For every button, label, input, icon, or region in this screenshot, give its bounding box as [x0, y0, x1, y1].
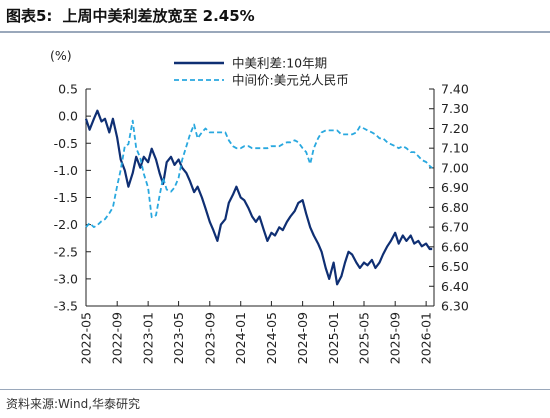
- top-rule: [0, 31, 550, 33]
- right-tick-label: 6.30: [441, 299, 469, 314]
- x-tick-label: 2023-09: [202, 312, 217, 364]
- right-tick-label: 7.00: [441, 160, 469, 175]
- left-tick-label: -3.5: [54, 299, 78, 314]
- right-tick-label: 6.60: [441, 239, 469, 254]
- left-tick-label: -2.0: [54, 217, 78, 232]
- x-tick-label: 2025-09: [388, 312, 403, 364]
- left-tick-label: 0.5: [58, 82, 78, 97]
- right-y-axis: 7.40 7.30 7.20 7.10 7.00 6.90 6.80 6.70 6.60 6.50…: [429, 82, 469, 314]
- right-tick-label: 7.20: [441, 121, 469, 136]
- x-tick-label: 2023-01: [141, 312, 156, 364]
- left-tick-label: -3.0: [54, 271, 78, 286]
- line-chart: 0.50.0-0.5-1.0-1.5-2.0-2.5-3.0-3.5 7.407…: [50, 48, 469, 364]
- series-layer: [84, 109, 433, 286]
- fx-series-line: [85, 119, 433, 228]
- legend-label-spread: 中美利差:10年期: [232, 56, 327, 71]
- right-tick-label: 6.90: [441, 180, 469, 195]
- bottom-rule: [0, 389, 550, 390]
- left-tick-label: 0.0: [58, 109, 78, 124]
- source-note: 资料来源:Wind,华泰研究: [6, 397, 141, 411]
- x-tick-label: 2024-05: [264, 312, 279, 364]
- figure-title: 上周中美利差放宽至 2.45%: [62, 7, 255, 25]
- left-tick-label: -1.0: [54, 163, 78, 178]
- right-tick-label: 7.30: [441, 101, 469, 116]
- right-tick-label: 6.50: [441, 259, 469, 274]
- x-tick-label: 2022-09: [110, 312, 125, 364]
- right-tick-label: 7.10: [441, 141, 469, 156]
- plot-frame: [85, 89, 435, 307]
- x-tick-label: 2025-05: [356, 312, 371, 364]
- spread-series-line: [84, 109, 433, 286]
- right-tick-label: 6.40: [441, 279, 469, 294]
- x-tick-label: 2026-01: [419, 312, 434, 364]
- left-y-axis: 0.5 0.0 -0.5 -1.0 -1.5 -2.0 -2.5 -3.0 -3.5: [54, 82, 91, 314]
- figure-label: 图表5:: [6, 7, 53, 25]
- y-unit-label: (%): [50, 48, 72, 63]
- legend-label-fx: 中间价:美元兑人民币: [232, 73, 349, 88]
- left-tick-label: -1.5: [54, 190, 78, 205]
- x-tick-label: 2024-09: [295, 312, 310, 364]
- x-tick-label: 2025-01: [326, 312, 341, 364]
- left-tick-label: -2.5: [54, 244, 78, 259]
- x-tick-label: 2024-01: [233, 312, 248, 364]
- x-tick-label: 2023-05: [171, 312, 186, 364]
- right-tick-label: 6.70: [441, 220, 469, 235]
- chart-title: 图表5: 上周中美利差放宽至 2.45%: [6, 4, 546, 28]
- x-axis: 2022-05 2022-09 2023-01 2023-05 2023-09 2024-…: [79, 301, 434, 364]
- right-tick-label: 6.80: [441, 200, 469, 215]
- x-tick-label: 2022-05: [79, 312, 94, 364]
- right-tick-label: 7.40: [441, 82, 469, 97]
- left-tick-label: -0.5: [54, 136, 78, 151]
